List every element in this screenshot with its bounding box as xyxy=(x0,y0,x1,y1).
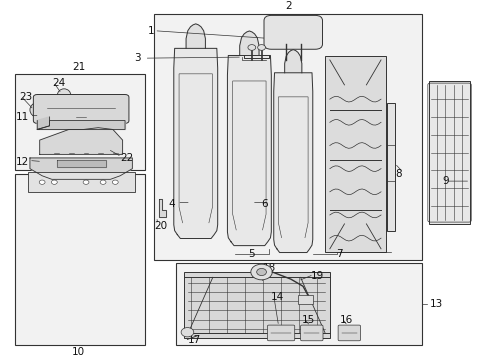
Polygon shape xyxy=(40,128,122,154)
Polygon shape xyxy=(37,117,49,130)
Bar xyxy=(386,103,394,231)
Circle shape xyxy=(257,45,265,50)
Polygon shape xyxy=(30,158,132,179)
Polygon shape xyxy=(239,31,259,55)
Bar xyxy=(154,14,422,260)
Text: 5: 5 xyxy=(248,249,255,259)
Text: 8: 8 xyxy=(395,169,402,179)
Circle shape xyxy=(112,180,118,184)
Text: 20: 20 xyxy=(154,221,167,231)
Circle shape xyxy=(247,45,255,50)
Text: 24: 24 xyxy=(52,78,65,88)
Polygon shape xyxy=(159,199,166,217)
Text: 10: 10 xyxy=(72,347,85,357)
Text: 15: 15 xyxy=(301,315,314,325)
Text: 14: 14 xyxy=(270,292,283,302)
Circle shape xyxy=(51,180,57,184)
Bar xyxy=(27,172,135,192)
Text: 2: 2 xyxy=(285,1,291,12)
Polygon shape xyxy=(227,55,271,246)
Polygon shape xyxy=(37,121,125,130)
Polygon shape xyxy=(57,160,105,167)
Text: 11: 11 xyxy=(15,112,28,122)
Circle shape xyxy=(250,264,272,280)
FancyBboxPatch shape xyxy=(33,95,129,123)
Text: 22: 22 xyxy=(120,153,133,163)
Text: 16: 16 xyxy=(339,315,352,325)
Text: 23: 23 xyxy=(19,93,32,102)
Circle shape xyxy=(83,180,89,184)
Text: 17: 17 xyxy=(187,335,200,345)
FancyBboxPatch shape xyxy=(264,15,322,49)
Text: 19: 19 xyxy=(310,271,323,280)
Text: 3: 3 xyxy=(134,53,141,63)
Polygon shape xyxy=(284,50,301,73)
Polygon shape xyxy=(173,48,217,238)
Circle shape xyxy=(181,328,193,337)
Bar xyxy=(15,174,144,345)
Text: 1: 1 xyxy=(147,26,154,36)
Text: 21: 21 xyxy=(72,62,85,72)
Bar xyxy=(298,295,312,304)
Text: 18: 18 xyxy=(262,264,275,274)
Text: 12: 12 xyxy=(15,157,28,167)
Ellipse shape xyxy=(57,89,71,102)
Text: 13: 13 xyxy=(429,299,442,309)
Polygon shape xyxy=(186,24,205,48)
FancyBboxPatch shape xyxy=(337,325,360,341)
Bar xyxy=(15,74,144,170)
FancyBboxPatch shape xyxy=(267,325,294,341)
Bar xyxy=(176,263,422,345)
Bar xyxy=(428,81,469,224)
Circle shape xyxy=(100,180,106,184)
Bar xyxy=(325,57,385,252)
Text: 9: 9 xyxy=(441,176,447,186)
Text: 7: 7 xyxy=(336,249,342,259)
Circle shape xyxy=(256,269,266,275)
Ellipse shape xyxy=(30,103,44,117)
Text: 6: 6 xyxy=(261,199,267,209)
Circle shape xyxy=(39,180,45,184)
Text: 4: 4 xyxy=(168,199,175,209)
Polygon shape xyxy=(273,73,312,252)
Bar xyxy=(183,272,329,338)
FancyBboxPatch shape xyxy=(300,325,323,341)
